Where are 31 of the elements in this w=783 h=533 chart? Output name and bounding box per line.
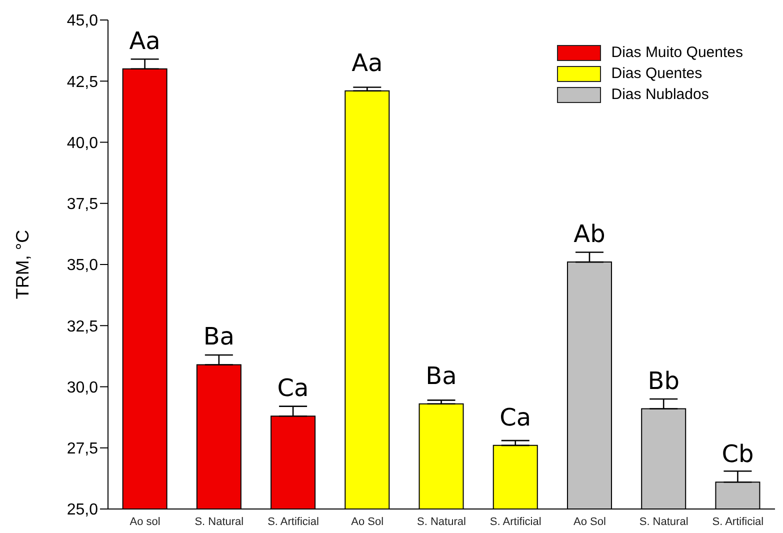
x-tick-label: S. Artificial — [268, 516, 319, 528]
data-label: Ba — [203, 322, 235, 351]
data-label: Ba — [426, 362, 457, 390]
x-tick-label: Ao sol — [130, 516, 160, 528]
data-label: Cb — [722, 440, 754, 468]
y-tick-label: 27,5 — [66, 440, 98, 458]
y-tick-label: 37,5 — [66, 196, 98, 214]
x-tick-label: Ao Sol — [574, 516, 606, 528]
y-tick-label: 45,0 — [66, 12, 98, 30]
y-tick-label: 32,5 — [66, 318, 98, 336]
x-tick-label: S. Artificial — [490, 516, 542, 528]
data-label: Aa — [352, 48, 383, 77]
y-tick-label: 30,0 — [66, 379, 98, 396]
data-label: Aa — [129, 26, 160, 55]
x-tick-label: S. Natural — [639, 516, 688, 528]
legend-label: Dias Quentes — [611, 65, 702, 82]
x-tick-label: S. Artificial — [712, 516, 764, 528]
data-label: Ca — [277, 374, 309, 402]
y-tick-label: 40,0 — [66, 134, 98, 152]
data-label: Ab — [574, 220, 606, 248]
data-label: Bb — [648, 366, 680, 395]
legend-label: Dias Muito Quentes — [611, 44, 743, 61]
x-tick-label: S. Natural — [417, 516, 466, 528]
y-tick-label: 42,5 — [66, 74, 98, 91]
legend-label: Dias Nublados — [611, 86, 709, 103]
y-axis-title: TRM, °C — [12, 230, 32, 300]
y-tick-label: 35,0 — [66, 257, 98, 274]
x-tick-label: S. Natural — [194, 516, 244, 528]
x-tick-label: Ao Sol — [351, 516, 384, 528]
y-tick-label: 25,0 — [66, 502, 98, 519]
data-label: Ca — [500, 403, 532, 432]
